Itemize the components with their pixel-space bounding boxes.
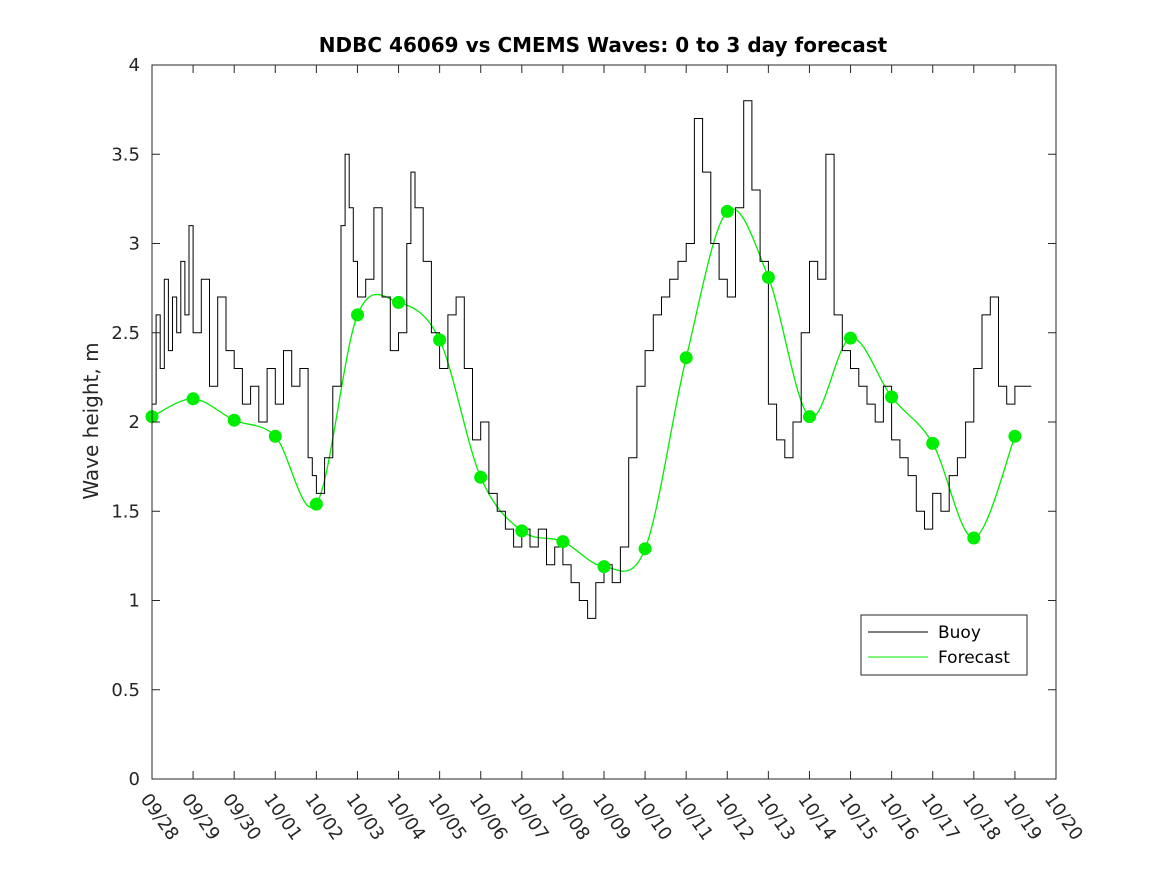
x-tick-label: 10/10 [629,790,676,845]
forecast-point [597,560,611,574]
forecast-point [392,295,405,309]
forecast-point [844,331,857,345]
forecast-point [1008,429,1022,443]
x-tick-label: 10/08 [547,790,594,845]
buoy-series-group [152,100,1032,619]
y-tick-label: 4 [129,55,140,76]
x-tick-label: 10/13 [752,790,799,845]
x-tick-label: 10/09 [588,790,635,845]
forecast-point [638,542,652,556]
forecast-point [803,410,816,424]
x-tick-label: 10/02 [300,790,347,845]
y-tick-label: 0 [129,769,140,790]
forecast-point [720,204,734,218]
y-axis-ticks: 0 0.5 1 1.5 2 2.5 3 3.5 4 [111,55,1056,790]
x-axis-ticks: 09/2809/2909/3010/0110/0210/0310/0410/05… [136,65,1087,844]
legend-buoy-label: Buoy [938,623,981,643]
x-tick-label: 10/03 [341,790,388,845]
forecast-point [556,535,570,549]
x-tick-label: 10/18 [958,790,1005,845]
y-tick-label: 1 [129,591,140,612]
legend: Buoy Forecast [860,614,1028,676]
x-tick-label: 10/12 [711,790,758,845]
y-tick-label: 3.5 [111,144,140,165]
forecast-point [761,270,775,284]
x-tick-label: 10/17 [917,790,964,845]
legend-box [860,614,1028,676]
forecast-point [186,392,200,406]
y-tick-label: 3 [129,234,140,255]
x-tick-label: 10/16 [876,790,923,845]
x-tick-label: 10/15 [834,790,881,845]
buoy-line [152,100,1032,619]
x-tick-label: 10/20 [1040,790,1087,845]
x-tick-label: 10/11 [670,790,717,845]
x-tick-label: 09/28 [136,790,183,845]
forecast-point [967,531,981,545]
forecast-line [151,208,1016,572]
forecast-series-group [151,208,1016,572]
y-tick-label: 1.5 [111,501,140,522]
forecast-point [474,470,488,484]
forecast-marker-group [145,204,1022,574]
x-tick-label: 10/05 [424,790,471,845]
x-tick-label: 10/19 [999,790,1046,845]
x-tick-label: 10/07 [506,790,553,845]
x-tick-label: 09/30 [218,790,265,845]
x-tick-label: 10/04 [382,790,429,845]
x-tick-label: 10/06 [465,790,512,845]
forecast-point [885,390,899,404]
legend-forecast-label: Forecast [938,648,1010,668]
y-tick-label: 0.5 [111,680,140,701]
forecast-point [926,436,940,450]
forecast-point [515,524,529,538]
y-tick-label: 2.5 [111,323,140,344]
forecast-point [268,429,282,443]
forecast-point [351,308,364,322]
y-axis-label: Wave height, m [79,342,103,499]
x-tick-label: 10/01 [259,790,306,845]
forecast-point [227,413,241,427]
forecast-point [679,351,693,365]
forecast-point [309,497,323,511]
x-tick-label: 09/29 [177,790,224,845]
chart-title: NDBC 46069 vs CMEMS Waves: 0 to 3 day fo… [319,33,888,57]
x-tick-label: 10/14 [793,790,840,845]
forecast-point [433,333,447,347]
y-tick-label: 2 [129,412,140,433]
